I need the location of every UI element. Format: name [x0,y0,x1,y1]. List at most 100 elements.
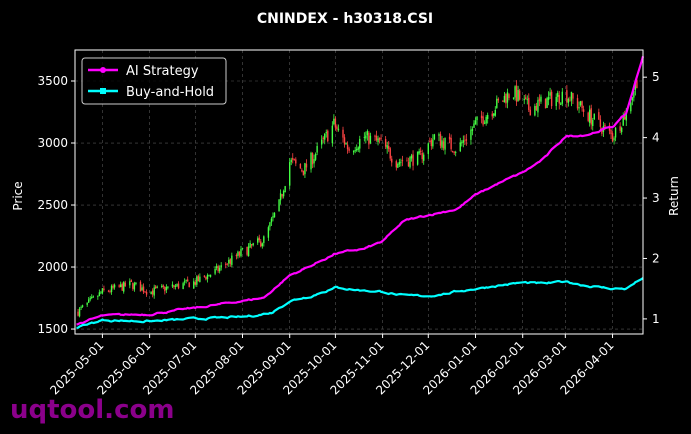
candle-body [397,163,399,168]
candle-body [448,136,451,140]
candle-body [491,113,493,117]
candle-body [225,263,227,265]
candle-body [451,151,454,153]
candle-body [282,191,285,197]
candle-body [493,113,495,116]
candle-body [241,248,244,250]
candle-body [633,90,635,98]
candle-body [226,263,228,265]
candle-body [412,154,414,166]
candle-body [546,97,548,108]
candle-body [293,159,295,161]
candle-body [88,299,90,303]
candle-body [514,86,516,98]
candle-body [109,291,111,293]
candle-body [257,238,259,243]
candle-body [220,265,222,268]
candle-body [182,283,184,289]
candle-body [194,282,197,285]
candle-body [384,139,387,147]
candle-body [289,162,291,186]
candle-body [333,118,335,125]
candle-body [199,276,201,282]
candle-body [386,145,388,149]
candle-body [77,311,79,316]
candle-body [439,134,442,146]
candle-body [162,285,165,287]
candle-body [470,129,472,140]
candle-body [320,139,323,145]
candle-body [133,283,136,290]
candle-body [540,96,542,102]
candle-body [356,148,358,151]
candle-body [123,281,125,292]
candle-body [145,291,148,295]
candle-body [578,107,580,109]
candle-body [566,90,568,103]
candle-body [523,98,525,101]
candle-body [150,291,152,295]
candle-body [375,135,378,141]
candle-body [188,282,190,288]
candle-body [141,287,143,291]
candle-body [427,143,429,154]
candle-body [343,137,346,145]
candle-body [378,137,381,140]
candle-body [423,154,425,161]
candle-body [581,101,583,109]
candle-body [389,148,391,159]
candle-body [624,116,626,120]
candle-body [485,116,487,124]
left-tick-label: 1500 [37,322,68,336]
candle-body [342,129,344,138]
ai-strategy-line [76,56,645,326]
candle-body [421,152,423,160]
candle-body [305,163,308,168]
candle-body [430,139,433,147]
candle-body [228,259,230,264]
candle-body [515,85,518,102]
candle-body [185,279,187,281]
candle-body [246,247,248,255]
right-tick-label: 5 [652,70,660,84]
candle-body [167,286,169,288]
candle-body [322,137,324,139]
candle-body [636,80,638,89]
candle-body [238,251,241,256]
candle-body [156,286,158,288]
candle-body [374,135,376,137]
candle-body [235,255,238,257]
candle-body [474,120,477,125]
candle-body [570,91,573,101]
candle-body [503,95,506,103]
candle-body [631,97,634,101]
candle-body [544,98,547,109]
legend-marker-buy-and-hold [100,88,106,94]
candle-body [249,242,251,248]
candle-body [610,129,612,135]
candle-body [471,128,474,131]
candle-body [555,96,557,107]
candle-body [480,115,483,119]
candle-body [459,142,461,152]
candle-body [619,126,621,131]
legend-marker-ai-strategy [100,67,106,73]
candle-body [310,152,312,170]
candle-body [497,99,500,101]
candle-body [97,296,99,297]
candle-body [400,161,402,163]
candle-body [304,163,306,175]
watermark: uqtool.com [10,395,174,425]
candle-body [209,274,212,277]
candle-body [336,126,338,130]
candle-body [502,101,504,102]
candle-body [567,98,570,103]
candle-body [113,284,116,288]
candle-body [354,150,356,152]
candle-body [121,283,123,291]
candle-body [135,282,137,285]
candle-body [100,292,102,294]
candle-body [589,109,591,123]
candle-body [118,285,120,287]
candle-body [103,288,105,290]
